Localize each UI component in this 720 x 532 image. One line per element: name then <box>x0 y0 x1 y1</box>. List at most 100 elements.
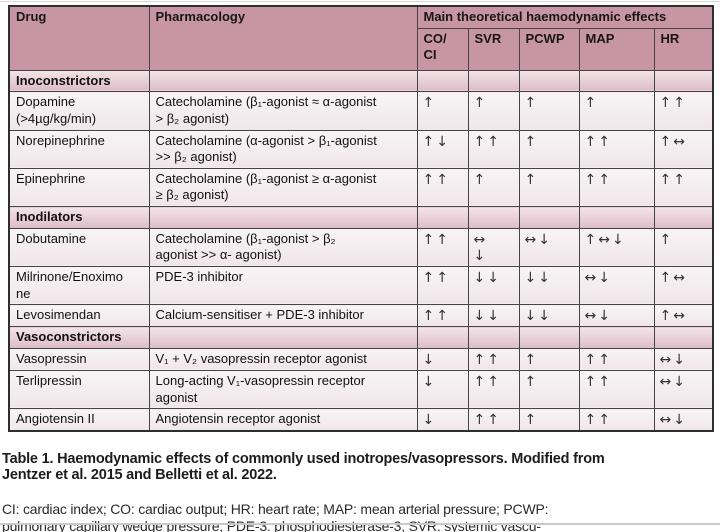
drug-cell: Milrinone/Enoximo ne <box>8 265 150 306</box>
haemodynamic-effects-table: Drug Pharmacology Main theoretical haemo… <box>8 5 715 433</box>
section-empty-cell <box>518 326 580 349</box>
section-empty-cell <box>518 206 580 229</box>
effect-cell-svr: ↑↑ <box>467 408 520 432</box>
table-row-terlipressin: Terlipressin Long-acting V₁-vasopressin … <box>8 369 714 410</box>
effect-cell-co-ci: ↑ <box>416 91 469 131</box>
drug-cell: Epinephrine <box>8 167 150 208</box>
caption-title: Table 1. Haemodynamic effects of commonl… <box>2 451 605 484</box>
effect-cell-pcwp: ↑ <box>518 129 580 169</box>
header-row-sub: CO/ CI SVR PCWP MAP HR <box>9 27 714 71</box>
pharmacology-cell: Catecholamine (β₁-agonist ≥ α-agonist ≥ … <box>148 167 418 208</box>
table-row-angiotensin-ii: Angiotensin II Angiotensin receptor agon… <box>8 408 714 432</box>
section-empty-cell <box>416 69 469 93</box>
table-row-epinephrine: Epinephrine Catecholamine (β₁-agonist ≥ … <box>8 167 714 208</box>
table-row-levosimendan: Levosimendan Calcium-sensitiser + PDE-3 … <box>8 304 714 328</box>
drug-cell: Norepinephrine <box>8 129 150 169</box>
table-caption: Table 1. Haemodynamic effects of commonl… <box>2 433 718 532</box>
pharmacology-cell: Catecholamine (β₁-agonist > β₂ agonist >… <box>148 227 418 267</box>
section-empty-cell <box>578 206 655 229</box>
effect-cell-hr: ↔↓ <box>653 347 714 371</box>
section-row-inodilators: Inodilators <box>8 206 714 229</box>
pharmacology-cell: Calcium-sensitiser + PDE-3 inhibitor <box>148 304 418 328</box>
drug-cell: Terlipressin <box>8 369 150 410</box>
section-empty-cell <box>416 326 469 349</box>
column-header-pharmacology: Pharmacology <box>148 5 418 71</box>
column-header-effects-group: Main theoretical haemodynamic effects <box>416 5 714 29</box>
effect-cell-hr: ↔↓ <box>653 408 714 432</box>
drug-cell: Dobutamine <box>8 227 150 267</box>
effect-cell-hr: ↑↔ <box>653 129 714 169</box>
pharmacology-cell: V₁ + V₂ vasopressin receptor agonist <box>148 347 418 371</box>
table-row-milrinone-enoximone: Milrinone/Enoximo ne PDE-3 inhibitor ↑↑ … <box>8 265 714 306</box>
effect-cell-map: ↑↑ <box>578 408 655 432</box>
effect-cell-pcwp: ↑ <box>518 347 580 371</box>
drug-cell: Vasopressin <box>8 347 150 371</box>
effect-cell-pcwp: ↑ <box>518 167 580 208</box>
section-empty-cell <box>416 206 469 229</box>
effect-cell-hr: ↑↑ <box>653 167 714 208</box>
effect-cell-co-ci: ↑↓ <box>416 129 469 169</box>
pharmacology-cell: Long-acting V₁-vasopressin receptor agon… <box>148 369 418 410</box>
drug-cell: Levosimendan <box>8 304 150 328</box>
pharmacology-cell: Catecholamine (α-agonist > β₁-agonist >>… <box>148 129 418 169</box>
caption-abbreviations: CI: cardiac index; CO: cardiac output; H… <box>2 501 549 532</box>
section-empty-cell <box>653 69 714 93</box>
column-header-svr: SVR <box>467 27 520 71</box>
effect-cell-co-ci: ↓ <box>416 408 469 432</box>
pharmacology-cell: Angiotensin receptor agonist <box>148 408 418 432</box>
section-empty-cell <box>653 206 714 229</box>
effect-cell-hr: ↑↑ <box>653 91 714 131</box>
pharmacology-cell: Catecholamine (β₁-agonist ≈ α-agonist > … <box>148 91 418 131</box>
effect-cell-map: ↔↓ <box>578 265 655 306</box>
column-header-hr: HR <box>653 27 714 71</box>
effect-cell-co-ci: ↑↑ <box>416 304 469 328</box>
effect-cell-map: ↔↓ <box>578 304 655 328</box>
section-empty-cell <box>653 326 714 349</box>
section-empty-cell <box>578 326 655 349</box>
effect-cell-pcwp: ↑ <box>518 369 580 410</box>
effect-cell-svr: ↔ ↓ <box>467 227 520 267</box>
effect-cell-pcwp: ↔↓ <box>518 227 580 267</box>
effect-cell-co-ci: ↓ <box>416 347 469 371</box>
column-header-co-ci: CO/ CI <box>416 27 469 71</box>
section-empty-cell <box>148 326 418 349</box>
effect-cell-co-ci: ↓ <box>416 369 469 410</box>
effect-cell-co-ci: ↑↑ <box>416 265 469 306</box>
effect-cell-svr: ↑↑ <box>467 129 520 169</box>
effect-cell-svr: ↑ <box>467 167 520 208</box>
effect-cell-map: ↑↑ <box>578 129 655 169</box>
section-empty-cell <box>467 206 520 229</box>
section-empty-cell <box>467 326 520 349</box>
header-row-group: Drug Pharmacology Main theoretical haemo… <box>8 5 714 71</box>
section-empty-cell <box>578 69 655 93</box>
table-row-vasopressin: Vasopressin V₁ + V₂ vasopressin receptor… <box>8 347 714 371</box>
bottom-divider <box>0 523 720 525</box>
effect-cell-hr: ↑↔ <box>653 265 714 306</box>
effect-cell-co-ci: ↑↑ <box>416 227 469 267</box>
column-header-pcwp: PCWP <box>518 27 580 71</box>
effect-cell-pcwp: ↑ <box>518 91 580 131</box>
top-divider <box>0 1 720 2</box>
column-header-map: MAP <box>578 27 655 71</box>
effect-cell-map: ↑↔↓ <box>578 227 655 267</box>
table-row-norepinephrine: Norepinephrine Catecholamine (α-agonist … <box>8 129 714 169</box>
column-header-drug: Drug <box>8 5 150 71</box>
effect-cell-pcwp: ↓↓ <box>518 304 580 328</box>
effect-cell-hr: ↑↔ <box>653 304 714 328</box>
drug-cell: Angiotensin II <box>8 408 150 432</box>
section-empty-cell <box>148 206 418 229</box>
section-row-inoconstrictors: Inoconstrictors <box>8 69 714 93</box>
section-title: Vasoconstrictors <box>8 326 150 349</box>
section-title: Inoconstrictors <box>8 69 150 93</box>
effect-cell-map: ↑ <box>578 91 655 131</box>
effect-cell-map: ↑↑ <box>578 347 655 371</box>
section-empty-cell <box>467 69 520 93</box>
effect-cell-co-ci: ↑↑ <box>416 167 469 208</box>
effect-cell-hr: ↔↓ <box>653 369 714 410</box>
table-row-dobutamine: Dobutamine Catecholamine (β₁-agonist > β… <box>8 227 714 267</box>
section-title: Inodilators <box>8 206 150 229</box>
section-row-vasoconstrictors: Vasoconstrictors <box>8 326 714 349</box>
pharmacology-cell: PDE-3 inhibitor <box>148 265 418 306</box>
section-empty-cell <box>518 69 580 93</box>
effect-cell-map: ↑↑ <box>578 369 655 410</box>
